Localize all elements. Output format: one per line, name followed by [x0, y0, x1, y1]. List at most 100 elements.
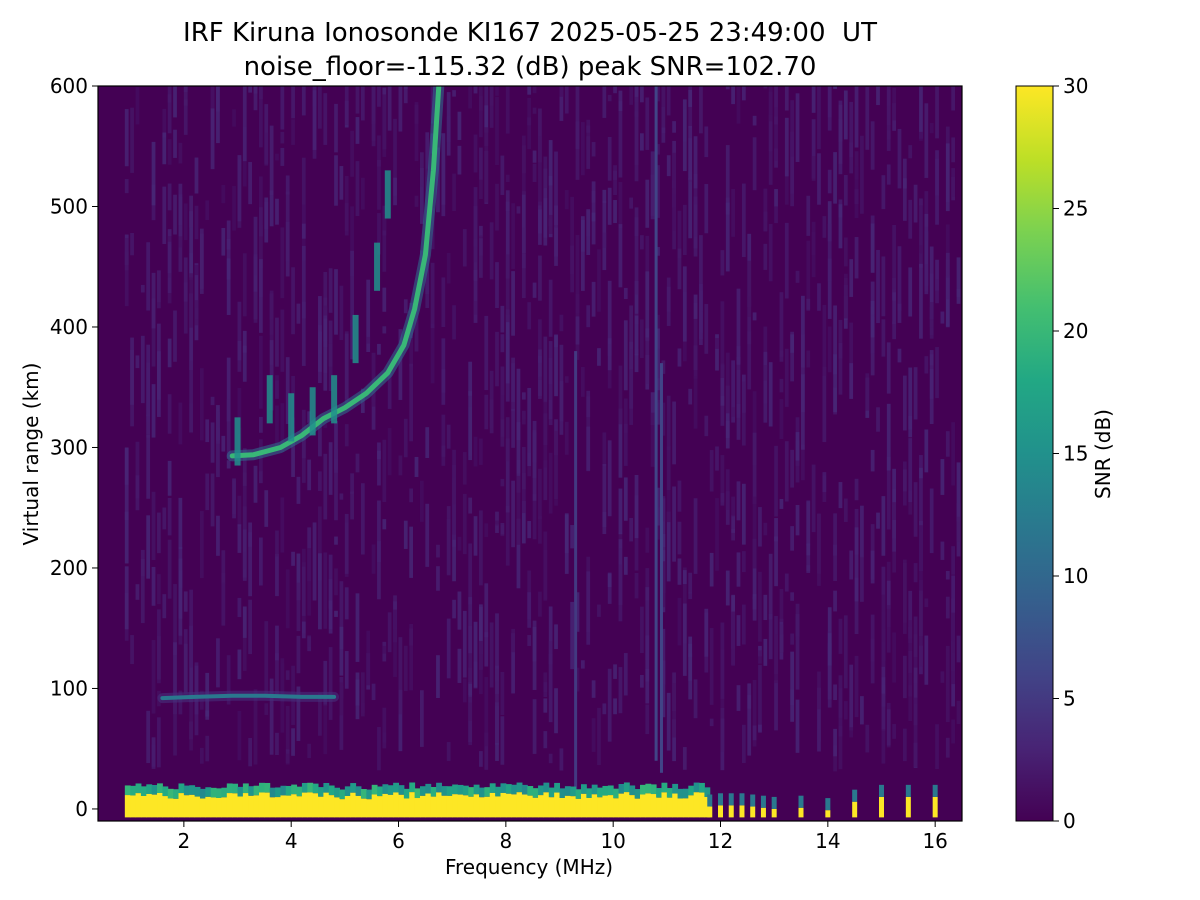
ground-echo-halo — [377, 786, 383, 797]
ground-echo-cell — [205, 796, 212, 818]
noise-streak — [575, 316, 580, 345]
noise-streak — [902, 559, 907, 634]
noise-streak — [237, 155, 242, 222]
noise-streak — [157, 512, 161, 554]
noise-streak — [763, 594, 768, 621]
ground-echo-cell — [446, 795, 453, 818]
noise-streak — [564, 514, 569, 554]
noise-streak — [849, 550, 854, 580]
noise-streak — [285, 175, 290, 195]
ground-echo-halo — [602, 785, 609, 796]
pulsed-column — [905, 796, 911, 818]
noise-streak — [146, 344, 151, 417]
noise-streak — [479, 640, 483, 695]
noise-streak — [795, 270, 800, 283]
noise-streak — [929, 246, 934, 319]
noise-streak — [752, 137, 757, 191]
ground-echo-cell — [146, 793, 153, 818]
noise-streak — [666, 155, 671, 177]
noise-streak — [822, 472, 827, 493]
ground-echo-halo — [623, 782, 630, 793]
noise-streak — [205, 735, 210, 762]
noise-streak — [919, 198, 923, 206]
noise-streak — [462, 678, 467, 703]
noise-streak — [414, 195, 419, 207]
noise-streak — [843, 615, 848, 689]
pulsed-column-halo — [932, 784, 938, 797]
noise-streak — [382, 94, 387, 157]
noise-streak — [371, 544, 376, 574]
noise-streak — [892, 632, 896, 683]
noise-streak — [575, 235, 580, 314]
noise-streak — [194, 307, 199, 320]
noise-streak — [280, 147, 285, 166]
noise-streak — [618, 101, 623, 178]
noise-streak — [285, 670, 290, 680]
colorbar-tick-label: 30 — [1063, 74, 1088, 98]
ground-echo-cell — [532, 797, 539, 818]
noise-streak — [677, 210, 682, 259]
noise-streak — [500, 419, 505, 447]
noise-streak — [720, 455, 725, 503]
noise-streak — [275, 198, 279, 225]
noise-streak — [135, 584, 140, 600]
noise-streak — [505, 254, 510, 323]
noise-streak — [538, 379, 542, 399]
noise-streak — [908, 590, 913, 639]
noise-streak — [607, 573, 612, 587]
noise-streak — [452, 305, 456, 340]
noise-streak — [645, 271, 650, 341]
noise-streak — [940, 671, 945, 683]
noise-streak — [908, 685, 913, 722]
ground-echo-halo — [382, 784, 389, 794]
noise-streak — [693, 498, 698, 574]
noise-streak — [183, 282, 188, 334]
noise-streak — [725, 570, 730, 606]
noise-streak — [473, 300, 478, 315]
noise-streak — [194, 264, 199, 276]
noise-streak — [779, 292, 784, 362]
noise-streak — [355, 161, 360, 216]
noise-streak — [575, 86, 580, 149]
ground-echo-halo — [554, 782, 561, 793]
noise-streak — [377, 500, 381, 563]
noise-streak — [763, 86, 768, 89]
noise-streak — [838, 204, 843, 249]
ground-echo-cell — [682, 798, 689, 818]
ground-echo-halo — [323, 782, 330, 793]
ground-echo-halo — [543, 782, 550, 793]
ground-echo-cell — [436, 792, 442, 818]
noise-streak — [258, 416, 263, 433]
noise-streak — [945, 252, 950, 300]
noise-streak — [484, 315, 489, 391]
noise-streak — [167, 498, 172, 536]
noise-streak — [720, 708, 725, 752]
noise-streak — [355, 86, 360, 114]
ground-echo-halo — [661, 782, 668, 793]
noise-streak — [323, 272, 328, 311]
noise-streak — [430, 323, 435, 384]
ground-echo-cell — [350, 792, 357, 818]
noise-streak — [237, 495, 242, 527]
noise-streak — [521, 410, 526, 425]
noise-streak — [296, 553, 301, 601]
noise-streak — [339, 626, 344, 676]
noise-streak — [570, 525, 575, 549]
noise-streak — [350, 206, 354, 277]
noise-streak — [328, 554, 333, 630]
noise-streak — [226, 357, 231, 422]
ground-echo-halo — [183, 785, 190, 796]
noise-streak — [532, 150, 537, 163]
noise-streak — [725, 86, 730, 90]
ground-echo-cell — [511, 794, 518, 818]
noise-streak — [301, 86, 306, 116]
noise-streak — [382, 287, 387, 312]
noise-streak — [183, 86, 188, 106]
noise-streak — [199, 228, 204, 294]
ground-echo-halo — [334, 787, 340, 798]
noise-streak — [189, 293, 193, 371]
noise-streak — [146, 414, 151, 435]
noise-streak — [452, 173, 456, 212]
noise-streak — [559, 86, 564, 121]
noise-streak — [688, 653, 693, 700]
